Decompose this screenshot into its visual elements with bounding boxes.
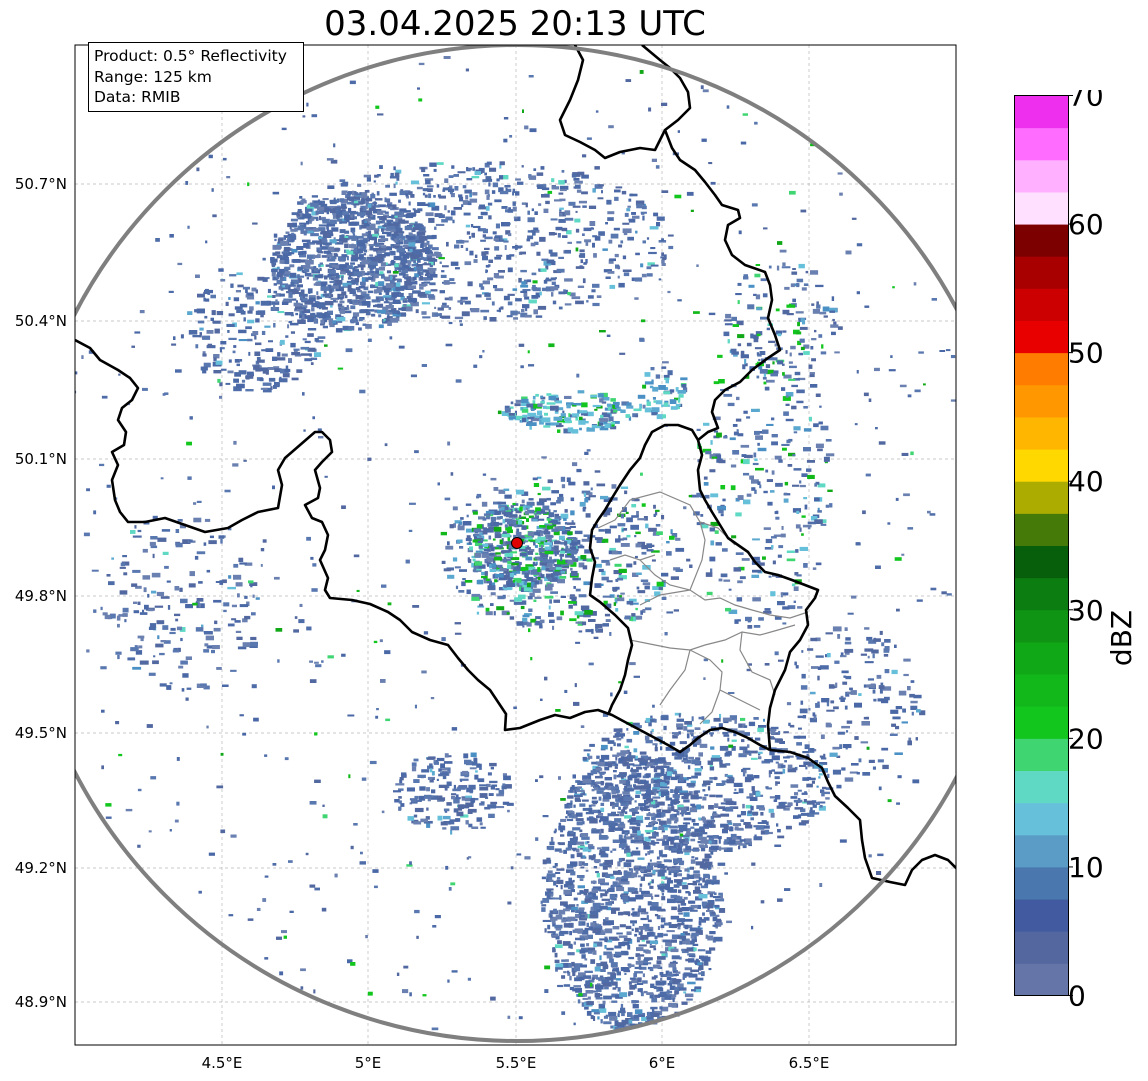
colorbar-tick-label: 50	[1068, 337, 1104, 370]
radar-map[interactable]: 50.7°N 50.4°N 50.1°N 49.8°N 49.5°N 49.2°N 48.9…	[0, 0, 1000, 1081]
lat-tick-label: 49.2°N	[15, 859, 67, 877]
data-source-line: Data: RMIB	[94, 88, 181, 106]
reflectivity-echoes	[75, 56, 956, 1031]
country-borders	[75, 45, 956, 887]
lon-tick-label: 6.5°E	[789, 1054, 830, 1072]
colorbar-label: dBZ	[1105, 610, 1138, 666]
map-frame	[74, 44, 957, 1046]
lon-tick-label: 6°E	[649, 1054, 676, 1072]
colorbar-tick-label: 20	[1068, 722, 1104, 755]
radar-site-marker[interactable]	[511, 537, 523, 549]
product-info-box: Product: 0.5° Reflectivity Range: 125 km…	[88, 42, 304, 112]
range-ring	[75, 45, 956, 1043]
product-line: Product: 0.5° Reflectivity	[94, 47, 287, 65]
colorbar-tick-label: 30	[1068, 594, 1104, 627]
longitude-labels: 4.5°E 5°E 5.5°E 6°E 6.5°E	[202, 1054, 830, 1072]
region-boundaries	[597, 491, 809, 725]
colorbar-tick-label: 40	[1068, 465, 1104, 498]
map-title: 03.04.2025 20:13 UTC	[324, 4, 706, 44]
colorbar-tick-label: 10	[1068, 851, 1104, 884]
lon-tick-label: 4.5°E	[202, 1054, 243, 1072]
lat-tick-label: 49.8°N	[15, 587, 67, 605]
lon-tick-label: 5°E	[355, 1054, 382, 1072]
colorbar-tick-label: 60	[1068, 208, 1104, 241]
colorbar-ticks: 0 10 20 30 40 50 60 70	[1068, 90, 1104, 1010]
colorbar-tick-label: 70	[1068, 90, 1104, 113]
lon-tick-label: 5.5°E	[496, 1054, 537, 1072]
lat-tick-label: 50.4°N	[15, 312, 67, 330]
colorbar-tick-label: 0	[1068, 980, 1086, 1011]
lat-tick-label: 50.1°N	[15, 450, 67, 468]
latitude-labels: 50.7°N 50.4°N 50.1°N 49.8°N 49.5°N 49.2°N 48.9…	[15, 175, 67, 1011]
colorbar: 0 10 20 30 40 50 60 70 dBZ	[1014, 90, 1138, 1010]
range-line: Range: 125 km	[94, 67, 212, 86]
lat-tick-label: 48.9°N	[15, 993, 67, 1011]
colorbar-swatches	[1014, 95, 1069, 996]
lat-tick-label: 49.5°N	[15, 724, 67, 742]
lat-tick-label: 50.7°N	[15, 175, 67, 193]
